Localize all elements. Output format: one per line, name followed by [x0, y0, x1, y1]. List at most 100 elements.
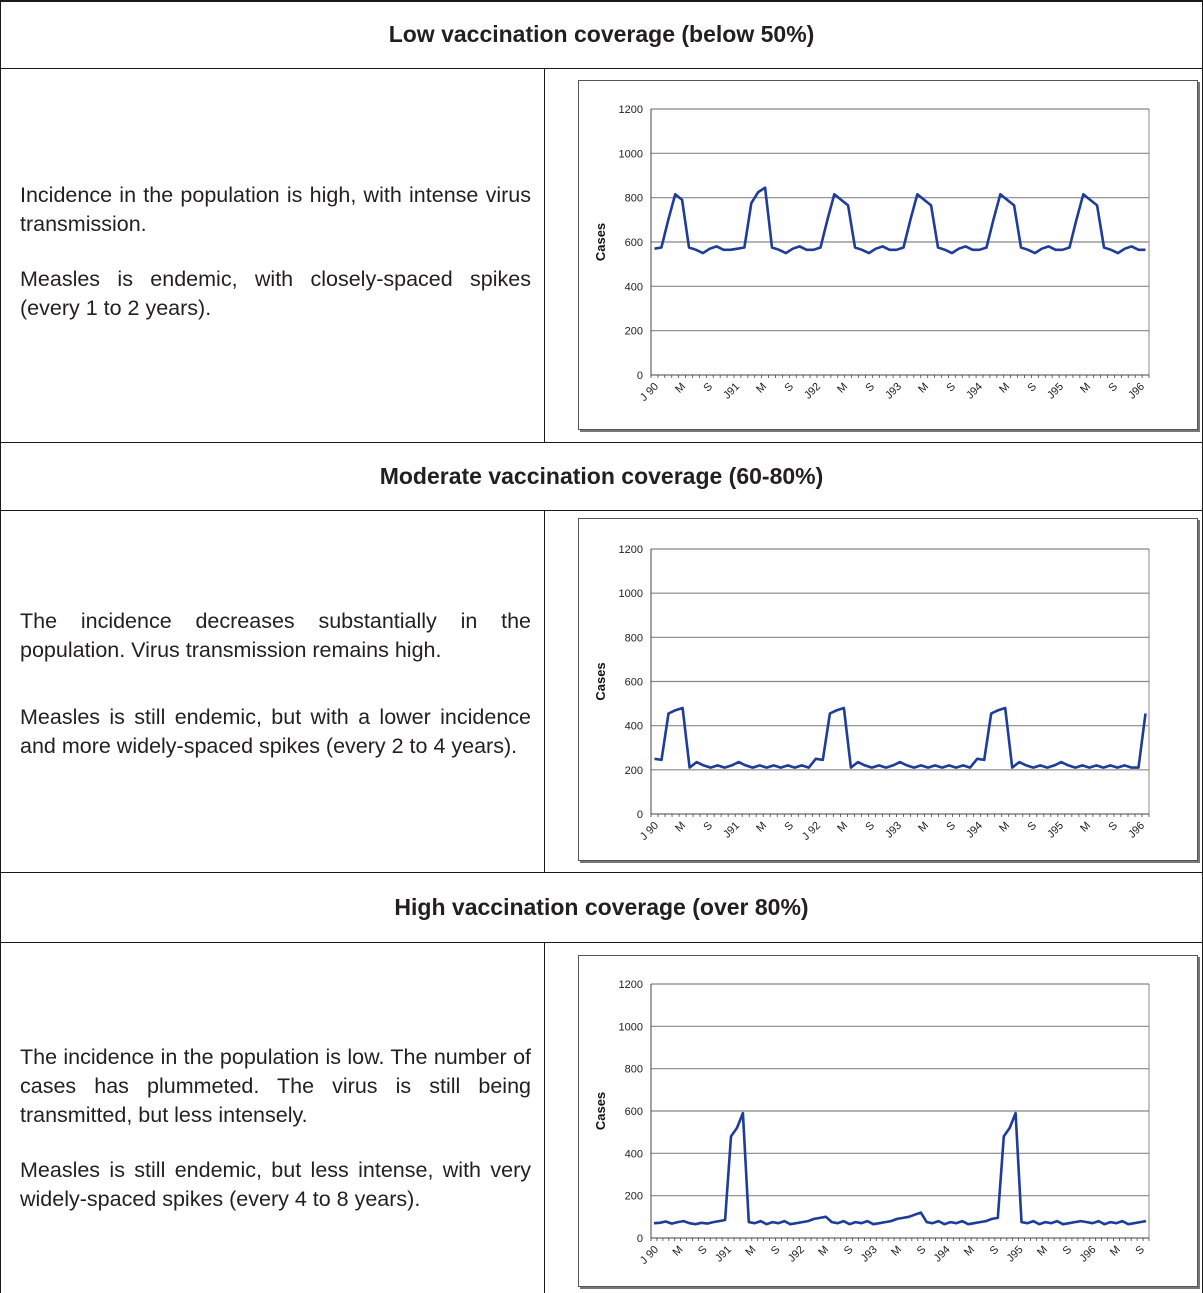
x-tick-label: M — [1035, 1244, 1050, 1259]
section-low-paragraph-2: Measles is endemic, with closely-spaced … — [20, 267, 531, 320]
table-rule — [0, 68, 1203, 69]
x-tick-label: S — [863, 820, 877, 834]
x-tick-label: J 92 — [800, 820, 823, 843]
x-tick-label: M — [835, 381, 850, 396]
section-heading-low: Low vaccination coverage (below 50%) — [388, 21, 815, 47]
y-tick-label: 400 — [625, 721, 643, 733]
x-tick-label: M — [997, 820, 1012, 835]
x-tick-label: M — [889, 1244, 904, 1259]
section-heading-high: High vaccination coverage (over 80%) — [394, 894, 809, 920]
y-tick-label: 800 — [625, 632, 643, 644]
x-tick-label: M — [916, 820, 931, 835]
x-tick-label: S — [1061, 1244, 1075, 1258]
table-rule — [544, 68, 545, 442]
x-tick-label: S — [863, 381, 877, 395]
x-tick-label: J91 — [721, 381, 742, 402]
x-tick-label: J91 — [713, 1244, 734, 1265]
series-line — [654, 706, 1147, 769]
section-moderate-paragraph-2: Measles is still endemic, but with a low… — [20, 705, 531, 758]
x-tick-label: M — [673, 820, 688, 835]
x-tick-label: M — [816, 1244, 831, 1259]
y-tick-label: 1000 — [619, 1021, 643, 1033]
x-tick-label: M — [835, 820, 850, 835]
table-rule — [0, 942, 1203, 943]
x-tick-label: M — [754, 820, 769, 835]
x-tick-label: J95 — [1005, 1244, 1026, 1265]
x-tick-label: S — [701, 820, 715, 834]
section-heading-moderate: Moderate vaccination coverage (60-80%) — [379, 463, 824, 489]
y-tick-label: 200 — [625, 1191, 643, 1203]
x-tick-label: J94 — [964, 381, 985, 402]
x-tick-label: S — [1025, 381, 1039, 395]
table-rule — [0, 0, 1203, 2]
x-tick-label: J 90 — [638, 1244, 661, 1267]
section-low-paragraph-1: Incidence in the population is high, wit… — [20, 183, 531, 236]
x-tick-label: J 90 — [638, 820, 661, 843]
y-tick-label: 600 — [625, 237, 643, 249]
table-rule — [544, 510, 545, 872]
x-tick-label: S — [701, 381, 715, 395]
section-high-paragraph-1: The incidence in the population is low. … — [20, 1045, 531, 1127]
x-tick-label: M — [673, 381, 688, 396]
y-tick-label: 1000 — [619, 148, 643, 160]
y-tick-label: 200 — [625, 326, 643, 338]
x-tick-label: M — [743, 1244, 758, 1259]
x-tick-label: S — [944, 820, 958, 834]
chart-low-coverage: 0 200 400 600 800 1000 1200 Cases J 90 M S J91 M S J92… — [578, 80, 1198, 430]
y-tick-label: 600 — [625, 1106, 643, 1118]
chart-high-coverage: 0 200 400 600 800 1000 1200 Cases J 90 M S J91 M S J92… — [578, 955, 1198, 1287]
x-tick-label: J96 — [1126, 820, 1147, 841]
y-axis-label: Cases — [593, 662, 608, 700]
y-tick-label: 1200 — [619, 104, 643, 116]
x-tick-label: M — [916, 381, 931, 396]
x-tick-label: S — [1106, 820, 1120, 834]
y-tick-label: 0 — [637, 1233, 643, 1245]
x-tick-label: J95 — [1045, 381, 1066, 402]
x-tick-label: J95 — [1045, 820, 1066, 841]
x-tick-label: J93 — [859, 1244, 880, 1265]
y-tick-label: 0 — [637, 370, 643, 382]
y-axis-label: Cases — [593, 1092, 608, 1130]
y-tick-label: 400 — [625, 281, 643, 293]
chart-moderate-coverage: 0 200 400 600 800 1000 1200 Cases J 90 M S J91 M S J 9… — [578, 518, 1198, 861]
x-tick-label: S — [1133, 1244, 1147, 1258]
x-tick-label: J91 — [721, 820, 742, 841]
table-rule — [0, 0, 1, 1293]
y-tick-label: 1000 — [619, 588, 643, 600]
y-tick-label: 1200 — [619, 979, 643, 991]
x-tick-label: S — [944, 381, 958, 395]
x-tick-label: M — [962, 1244, 977, 1259]
x-tick-label: S — [782, 820, 796, 834]
x-tick-label: S — [1025, 820, 1039, 834]
x-tick-label: S — [842, 1244, 856, 1258]
x-tick-label: J93 — [883, 381, 904, 402]
x-tick-label: J93 — [883, 820, 904, 841]
section-high-paragraph-2: Measles is still endemic, but less inten… — [20, 1158, 531, 1211]
y-tick-label: 400 — [625, 1148, 643, 1160]
x-tick-label: J96 — [1126, 381, 1147, 402]
x-tick-label: S — [696, 1244, 710, 1258]
table-rule — [0, 510, 1203, 511]
x-tick-label: J 90 — [638, 381, 661, 404]
series-line — [654, 186, 1146, 255]
x-tick-label: J92 — [802, 381, 823, 402]
x-tick-label: M — [754, 381, 769, 396]
x-tick-label: S — [915, 1244, 929, 1258]
x-tick-label: S — [1106, 381, 1120, 395]
x-tick-label: M — [997, 381, 1012, 396]
y-axis-label: Cases — [593, 223, 608, 261]
x-tick-label: J94 — [932, 1244, 953, 1265]
x-tick-label: S — [988, 1244, 1002, 1258]
x-tick-label: J96 — [1077, 1244, 1098, 1265]
y-tick-label: 800 — [625, 1064, 643, 1076]
table-rule — [544, 942, 545, 1293]
x-tick-label: M — [1078, 381, 1093, 396]
table-rule — [0, 442, 1203, 443]
y-tick-label: 200 — [625, 765, 643, 777]
x-tick-label: S — [769, 1244, 783, 1258]
x-tick-label: S — [782, 381, 796, 395]
x-tick-label: J94 — [964, 820, 985, 841]
